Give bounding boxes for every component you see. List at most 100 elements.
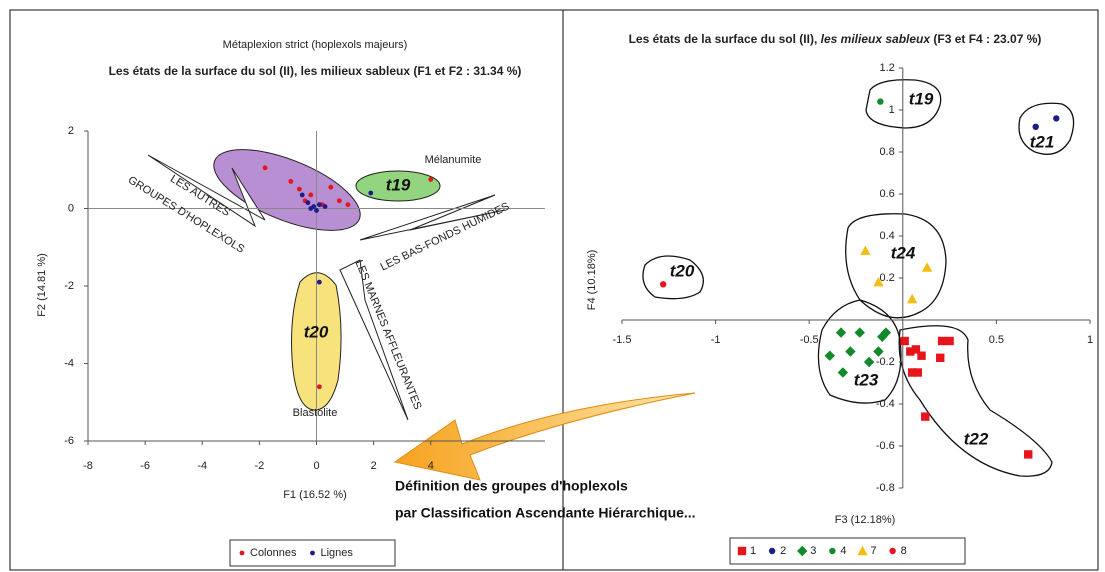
marker: [310, 550, 315, 556]
x-tick-label: -1: [711, 334, 721, 346]
marker: [937, 336, 947, 346]
marker: [299, 192, 305, 198]
x-axis-label: F1 (16.52 %): [283, 489, 347, 501]
marker: [921, 412, 930, 421]
title-part: (F3 et F4 : 23.07 %): [930, 32, 1041, 46]
marker: [880, 327, 892, 338]
y-tick-label: 0.6: [880, 188, 895, 200]
marker: [336, 198, 342, 204]
x-tick-label: -0.5: [800, 334, 819, 346]
marker: [1024, 450, 1033, 459]
x-tick-label: -8: [83, 460, 93, 472]
legend-label: 8: [901, 545, 907, 557]
marker: [835, 327, 847, 338]
marker: [900, 336, 909, 346]
legend-label: 4: [840, 545, 846, 557]
marker: [316, 384, 322, 390]
marker: [906, 293, 918, 304]
marker: [873, 277, 884, 287]
y-tick-label: -0.8: [876, 482, 895, 494]
marker: [368, 190, 374, 196]
y-tick-label: -0.4: [876, 398, 895, 410]
marker: [239, 550, 245, 556]
annotation: LES MARNES AFFLEURANTES: [353, 258, 424, 411]
annotation: Blastolite: [293, 407, 338, 419]
y-axis-label: F4 (10.18%): [586, 250, 598, 311]
marker: [873, 346, 884, 357]
annotation: t21: [1030, 132, 1055, 151]
legend-label: 2: [780, 545, 786, 557]
marker: [296, 186, 302, 192]
x-tick-label: 1: [1087, 334, 1093, 346]
caption: par Classification Ascendante Hiérarchiq…: [395, 505, 696, 521]
x-tick-label: 4: [428, 460, 434, 472]
legend-label: 1: [750, 545, 756, 557]
x-tick-label: 2: [371, 460, 377, 472]
y-tick-label: 0.2: [880, 272, 895, 284]
x-axis-label: F3 (12.18%): [835, 514, 896, 526]
y-tick-label: 0.8: [880, 146, 895, 158]
annotation: t23: [854, 370, 879, 389]
legend-label: Lignes: [320, 547, 353, 559]
marker: [907, 368, 917, 377]
marker: [322, 204, 328, 209]
marker: [659, 281, 667, 288]
annotation: t19: [386, 175, 411, 194]
y-tick-label: 0.4: [880, 230, 895, 242]
marker: [917, 351, 926, 360]
left-shapes: [147, 149, 506, 421]
marker: [945, 336, 954, 346]
y-tick-label: -0.2: [876, 356, 895, 368]
y-tick-label: -4: [64, 357, 74, 369]
annotation: t20: [670, 261, 695, 280]
marker: [737, 546, 747, 556]
annotation: t24: [891, 243, 916, 262]
y-tick-label: -0.6: [876, 440, 895, 452]
big-arrow: [393, 392, 696, 481]
marker: [936, 353, 945, 362]
marker: [829, 547, 836, 555]
marker: [316, 279, 322, 285]
x-tick-label: 0.5: [989, 334, 1004, 346]
marker: [345, 202, 351, 208]
x-tick-label: -1.5: [613, 334, 632, 346]
caption: Définition des groupes d'hoplexols: [395, 478, 628, 494]
chart-title: Les états de la surface du sol (II), les…: [109, 64, 522, 78]
y-tick-label: -6: [64, 435, 74, 447]
marker: [837, 367, 849, 378]
marker: [328, 184, 334, 190]
marker: [863, 356, 875, 368]
annotation: t20: [304, 322, 329, 341]
y-tick-label: 1.2: [880, 62, 895, 74]
subtitle: Métaplexion strict (hoplexols majeurs): [223, 39, 408, 51]
marker: [857, 545, 868, 556]
x-tick-label: -6: [140, 460, 150, 472]
outer-frame: [9, 9, 1099, 571]
marker: [913, 368, 922, 377]
marker: [308, 192, 314, 198]
right-shapes: [642, 79, 1075, 477]
marker: [316, 202, 322, 208]
marker: [921, 262, 933, 272]
marker: [428, 177, 434, 182]
marker: [305, 200, 311, 206]
marker: [288, 178, 294, 184]
marker: [314, 208, 319, 213]
y-axis-label: F2 (14.81 %): [36, 253, 48, 317]
annotation: Mélanumite: [425, 154, 482, 166]
x-tick-label: 0: [313, 460, 319, 472]
marker: [797, 545, 808, 557]
x-tick-label: -4: [197, 460, 207, 472]
marker: [860, 245, 871, 255]
marker: [824, 350, 835, 361]
marker: [1032, 123, 1039, 130]
chart-title: Les états de la surface du sol (II), les…: [629, 32, 1042, 46]
x-tick-label: -2: [254, 460, 264, 472]
marker: [262, 165, 268, 171]
legend-box: [729, 537, 966, 565]
legend-label: Colonnes: [250, 547, 297, 559]
title-part: les milieux sableux: [821, 32, 932, 46]
marker: [308, 206, 314, 211]
marker: [889, 547, 896, 555]
